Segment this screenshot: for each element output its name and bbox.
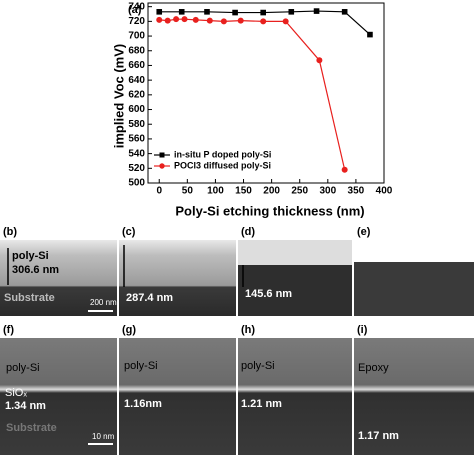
y-tick-label: 600 — [128, 104, 145, 115]
micrographs — [0, 240, 474, 455]
panel-label: (b) — [3, 226, 17, 238]
y-tick-label: 540 — [128, 148, 145, 159]
marker — [341, 9, 348, 15]
annotation: poly-Si — [124, 360, 158, 372]
marker — [316, 57, 323, 64]
marker — [178, 9, 185, 15]
marker — [156, 9, 163, 15]
panel-label: (e) — [357, 226, 371, 238]
marker — [156, 16, 163, 23]
micrograph — [238, 338, 352, 455]
micrograph — [119, 338, 236, 455]
annotation: Epoxy — [358, 362, 389, 374]
y-tick-label: 700 — [128, 31, 145, 42]
micrograph — [0, 240, 117, 316]
marker — [206, 17, 213, 24]
annotation: 145.6 nm — [245, 288, 292, 300]
annotation: Substrate — [4, 292, 55, 304]
y-tick-label: 620 — [128, 89, 145, 100]
panel-label: (d) — [241, 226, 255, 238]
series-line — [159, 18, 346, 170]
y-axis-label: implied Voc (mV) — [111, 44, 126, 149]
panel-label: (a) — [128, 4, 142, 16]
marker — [282, 18, 289, 25]
scale-label: 200 nm — [90, 298, 117, 307]
scale-label: 10 nm — [92, 432, 115, 441]
marker — [232, 9, 238, 16]
y-tick-label: 660 — [128, 60, 145, 71]
panel-label: (i) — [357, 324, 368, 336]
x-tick-label: 250 — [291, 186, 308, 197]
plot-frame — [147, 2, 385, 184]
marker — [367, 31, 373, 38]
y-tick-label: 680 — [128, 45, 145, 56]
legend-marker — [159, 163, 165, 169]
marker — [260, 18, 267, 25]
micrograph — [354, 262, 474, 316]
micrograph — [354, 338, 474, 455]
legend-marker — [159, 152, 165, 158]
marker — [204, 9, 210, 15]
marker — [341, 166, 348, 173]
x-tick-label: 150 — [235, 186, 252, 197]
y-tick-label: 740 — [128, 1, 145, 12]
panel-label: (f) — [3, 324, 14, 336]
marker — [192, 16, 199, 23]
panel-label: (h) — [241, 324, 255, 336]
y-tick-label: 560 — [128, 134, 145, 145]
annotation: Substrate — [6, 422, 57, 434]
y-tick-label: 520 — [128, 163, 145, 174]
panel-label: (c) — [122, 226, 136, 238]
x-tick-label: 400 — [376, 186, 393, 197]
y-tick-label: 640 — [128, 75, 145, 86]
annotation: 287.4 nm — [126, 292, 173, 304]
x-tick-label: 100 — [207, 186, 224, 197]
x-axis-label: Poly-Si etching thickness (nm) — [175, 203, 364, 218]
annotation: poly-Si — [12, 250, 49, 262]
legend-label: in-situ P doped poly-Si — [174, 149, 271, 159]
x-tick-label: 300 — [319, 186, 336, 197]
annotation: 306.6 nm — [12, 264, 59, 276]
annotation: poly-Si — [241, 360, 275, 372]
marker — [313, 8, 320, 14]
marker — [288, 9, 295, 15]
marker — [260, 9, 266, 16]
marker — [237, 17, 244, 24]
legend-label: POCl3 diffused poly-Si — [174, 160, 271, 170]
annotation: 1.16nm — [124, 398, 162, 410]
annotation: SiOₓ — [5, 387, 27, 399]
marker — [181, 16, 188, 23]
x-tick-label: 0 — [156, 186, 162, 197]
y-tick-label: 720 — [128, 16, 145, 27]
micrograph — [0, 338, 117, 455]
annotation: 1.34 nm — [5, 400, 46, 412]
annotation: poly-Si — [6, 362, 40, 374]
y-tick-label: 500 — [128, 178, 145, 189]
marker — [164, 17, 171, 24]
micrograph — [238, 265, 352, 316]
y-tick-label: 580 — [128, 119, 145, 130]
marker — [220, 18, 227, 25]
annotation: 1.21 nm — [241, 398, 282, 410]
x-tick-label: 200 — [263, 186, 280, 197]
marker — [173, 16, 180, 23]
x-tick-label: 350 — [348, 186, 365, 197]
annotation: 1.17 nm — [358, 430, 399, 442]
x-tick-label: 50 — [182, 186, 194, 197]
panel-label: (g) — [122, 324, 136, 336]
micrograph — [119, 240, 236, 316]
